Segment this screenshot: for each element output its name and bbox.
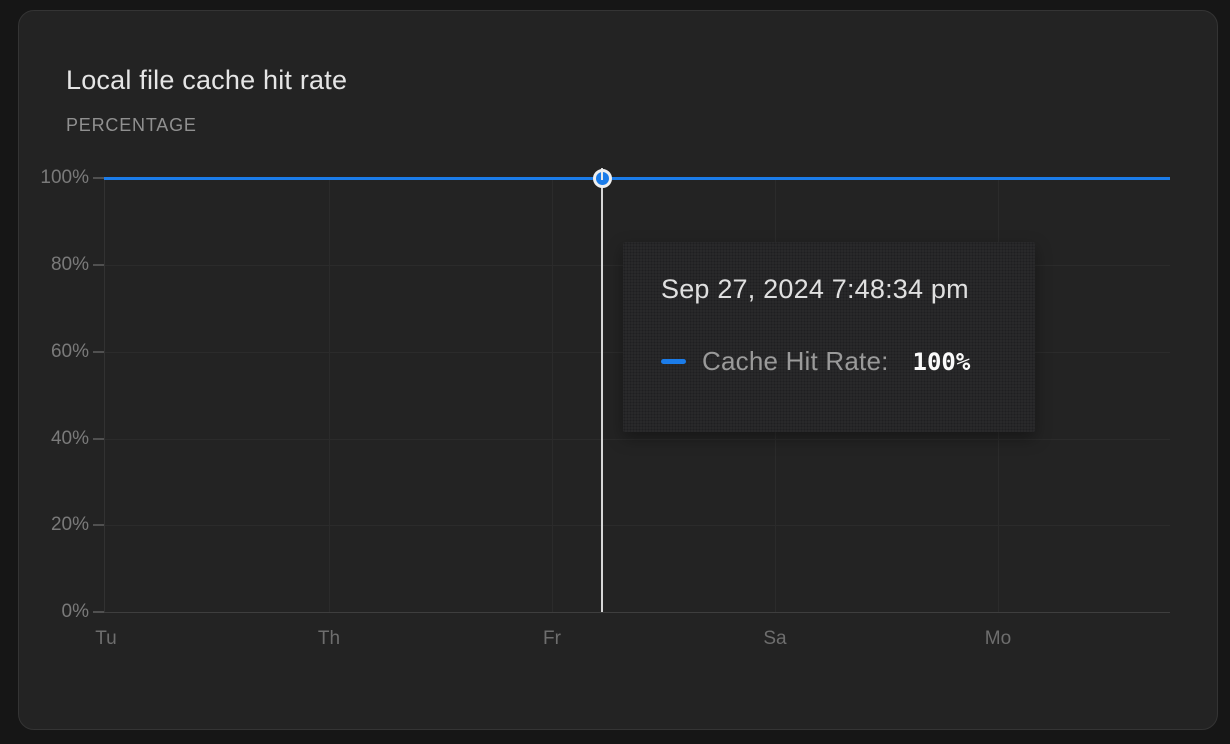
- chart-tooltip: Sep 27, 2024 7:48:34 pm Cache Hit Rate: …: [623, 242, 1035, 432]
- y-tick-mark: [93, 611, 104, 613]
- gridline-vertical: [552, 178, 553, 612]
- x-axis-tick-label: Mo: [984, 628, 1012, 649]
- chart-card: Local file cache hit rate PERCENTAGE: [18, 10, 1218, 730]
- tooltip-series-row: Cache Hit Rate: 100%: [661, 346, 999, 377]
- x-axis-line: [104, 612, 1170, 613]
- y-tick-mark: [93, 177, 104, 179]
- y-axis-unit-label: PERCENTAGE: [66, 115, 197, 135]
- x-axis-tick-label: Tu: [95, 628, 117, 649]
- gridline-vertical: [329, 178, 330, 612]
- gridline-horizontal: [104, 525, 1170, 526]
- y-axis-line: [104, 178, 105, 613]
- chart-title: Local file cache hit rate: [66, 65, 348, 95]
- y-axis-tick-label: 80%: [50, 254, 89, 275]
- y-tick-mark: [93, 264, 104, 266]
- y-axis-tick-label: 0%: [61, 601, 89, 622]
- hover-crosshair-line-cap: [601, 172, 603, 180]
- series-line-cache-hit-rate[interactable]: [104, 177, 1170, 180]
- y-axis-tick-label: 40%: [50, 428, 89, 449]
- hover-crosshair-line: [601, 168, 603, 612]
- line-chart-plot-area[interactable]: 100% 80% 60% 40% 20% 0% Tu Th Fr Sa Mo S…: [40, 167, 1170, 649]
- x-axis-tick-label: Sa: [763, 628, 787, 649]
- y-axis-tick-label: 20%: [50, 514, 89, 535]
- gridline-horizontal: [104, 439, 1170, 440]
- tooltip-series-label: Cache Hit Rate:: [702, 346, 889, 376]
- y-tick-mark: [93, 524, 104, 526]
- series-color-dash-icon: [661, 359, 686, 364]
- x-axis-tick-label: Th: [317, 628, 341, 649]
- tooltip-timestamp: Sep 27, 2024 7:48:34 pm: [661, 274, 969, 304]
- y-tick-mark: [93, 438, 104, 440]
- y-axis-tick-label: 100%: [40, 167, 89, 188]
- y-axis-tick-label: 60%: [50, 341, 89, 362]
- y-tick-mark: [93, 351, 104, 353]
- x-axis-tick-label: Fr: [543, 628, 561, 649]
- tooltip-series-value: 100%: [912, 347, 971, 376]
